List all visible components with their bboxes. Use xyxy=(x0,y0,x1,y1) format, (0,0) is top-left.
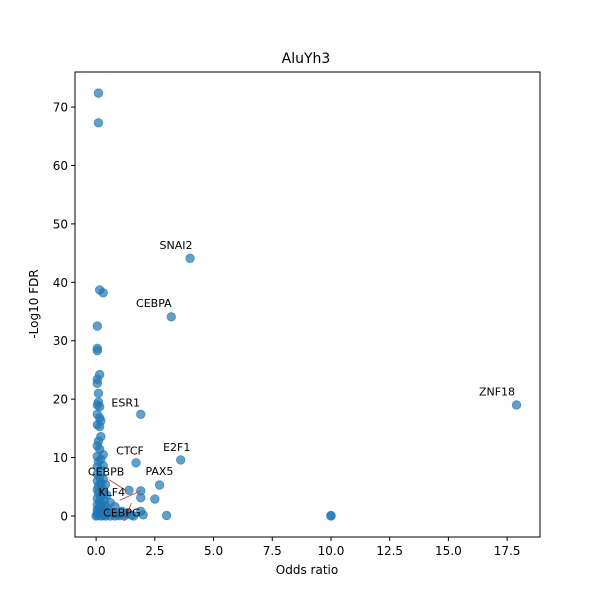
y-tick-label: 60 xyxy=(53,159,68,173)
x-tick-label: 10.0 xyxy=(318,544,345,558)
data-point xyxy=(161,510,172,521)
data-point xyxy=(166,312,176,322)
x-tick-label: 15.0 xyxy=(435,544,462,558)
y-axis-ticks: 0 10 20 30 40 50 60 70 xyxy=(53,101,75,523)
annotation-label: KLF4 xyxy=(98,486,125,499)
plot-frame xyxy=(74,71,541,538)
annotation-label: ESR1 xyxy=(111,397,140,410)
data-point xyxy=(154,480,165,490)
data-point xyxy=(129,511,139,521)
x-axis-ticks: 0.0 2.5 5.0 7.5 10.0 12.5 15.0 17.5 xyxy=(87,537,521,558)
data-point xyxy=(94,421,105,432)
x-tick-label: 17.5 xyxy=(494,544,521,558)
data-point xyxy=(138,510,148,520)
annotation-label: CEBPG xyxy=(103,507,140,520)
y-tick-label: 30 xyxy=(53,334,68,348)
data-point xyxy=(136,409,146,420)
x-tick-label: 0.0 xyxy=(87,544,106,558)
data-point xyxy=(124,485,134,495)
data-point xyxy=(131,458,141,468)
annotation-label: CEBPA xyxy=(136,297,172,310)
y-tick-label: 10 xyxy=(53,451,68,465)
data-point xyxy=(175,455,186,465)
y-tick-label: 70 xyxy=(53,101,68,115)
points-layer xyxy=(91,88,522,521)
data-point xyxy=(92,321,103,331)
y-tick-label: 50 xyxy=(53,217,68,231)
annotation-line xyxy=(119,490,141,501)
x-tick-label: 2.5 xyxy=(145,544,164,558)
data-point xyxy=(511,400,522,410)
annotation-label: SNAI2 xyxy=(160,239,193,252)
x-tick-label: 7.5 xyxy=(263,544,282,558)
data-point xyxy=(93,118,104,128)
annotation-lines-layer xyxy=(108,479,141,521)
annotation-line xyxy=(108,479,127,492)
data-point xyxy=(136,493,146,503)
data-point xyxy=(93,88,104,98)
annotation-label: E2F1 xyxy=(163,441,190,454)
y-axis-label: -Log10 FDR xyxy=(27,269,41,338)
annotation-label: CEBPB xyxy=(88,466,124,479)
x-tick-label: 12.5 xyxy=(376,544,403,558)
y-tick-label: 20 xyxy=(53,393,68,407)
data-point xyxy=(326,511,336,521)
data-point xyxy=(98,288,108,298)
x-axis-label: Odds ratio xyxy=(276,563,338,577)
annotation-line xyxy=(123,502,132,521)
y-tick-label: 0 xyxy=(60,509,68,523)
data-point xyxy=(110,511,120,521)
data-point xyxy=(100,511,111,521)
data-point xyxy=(92,345,103,356)
y-tick-label: 40 xyxy=(53,276,68,290)
data-point xyxy=(185,253,195,264)
annotation-label: PAX5 xyxy=(145,465,173,478)
annotation-label: CTCF xyxy=(116,445,144,458)
data-point xyxy=(92,378,103,389)
x-tick-label: 5.0 xyxy=(204,544,223,558)
annotation-label: ZNF18 xyxy=(479,386,515,399)
data-point xyxy=(150,494,160,504)
data-point xyxy=(93,388,104,398)
chart-title: AluYh3 xyxy=(282,51,331,67)
